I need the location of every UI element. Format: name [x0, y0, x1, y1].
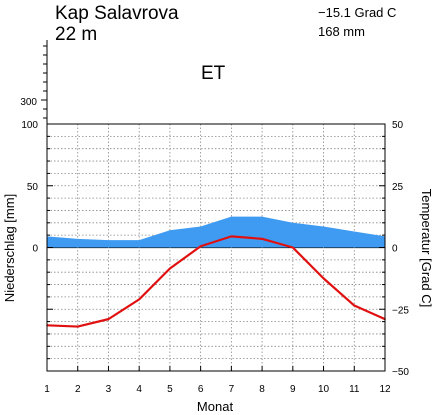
left-tick-label: 0	[32, 244, 38, 255]
temperature-line	[46, 235, 386, 328]
upper-scale-ticks	[41, 45, 47, 119]
x-tick-label: 11	[349, 384, 360, 395]
temperature-point	[107, 318, 110, 320]
precipitation-layer	[47, 216, 385, 248]
y-axis-right-label: Temperatur [Grad C]	[419, 189, 434, 308]
x-tick-label: 2	[75, 384, 81, 395]
x-tick-label: 4	[136, 384, 142, 395]
temperature-point	[230, 235, 233, 238]
temperature-point	[292, 246, 294, 249]
temperature-point	[353, 304, 356, 307]
temperature-point	[322, 277, 325, 280]
y-axis-left-label: Niederschlag [mm]	[2, 194, 17, 302]
right-tick-label: −50	[392, 367, 409, 378]
x-tick-label: 6	[198, 384, 204, 395]
station-elevation: 22 m	[55, 24, 97, 45]
temperature-point	[76, 325, 79, 328]
right-tick-label: −25	[392, 305, 409, 316]
x-tick-label: 7	[229, 384, 235, 395]
x-tick-label: 5	[167, 384, 173, 395]
x-tick-label: 12	[379, 384, 391, 395]
precipitation-area	[47, 216, 385, 248]
right-tick-label: 25	[392, 182, 404, 193]
annual-precipitation: 168 mm	[318, 24, 365, 39]
temperature-point	[169, 267, 171, 270]
x-axis-label: Monat	[197, 399, 234, 414]
right-tick-labels: 50 25 0 −25 −50	[392, 120, 409, 378]
x-tick-label: 9	[290, 384, 296, 395]
left-tick-label: 50	[27, 182, 39, 193]
x-tick-label: 8	[259, 384, 265, 395]
upper-scale-label: 300	[20, 97, 37, 108]
temperature-point	[138, 298, 140, 301]
mean-temperature: −15.1 Grad C	[318, 5, 396, 20]
right-tick-label: 0	[392, 244, 398, 255]
temperature-layer	[46, 235, 386, 328]
x-tick-label: 3	[106, 384, 112, 395]
x-tick-labels: 1 2 3 4 5 6 7 8 9 10 11 12	[44, 384, 391, 395]
station-name: Kap Salavrova	[55, 3, 179, 24]
x-tick-label: 10	[318, 384, 330, 395]
climate-classification: ET	[201, 63, 226, 84]
x-tick-label: 1	[44, 384, 50, 395]
right-tick-label: 50	[392, 120, 404, 131]
temperature-point	[261, 238, 263, 240]
temperature-point	[199, 245, 202, 248]
left-tick-labels: 100 50 0	[21, 120, 38, 255]
left-tick-label: 100	[21, 120, 38, 131]
axis-ticks	[46, 123, 386, 372]
